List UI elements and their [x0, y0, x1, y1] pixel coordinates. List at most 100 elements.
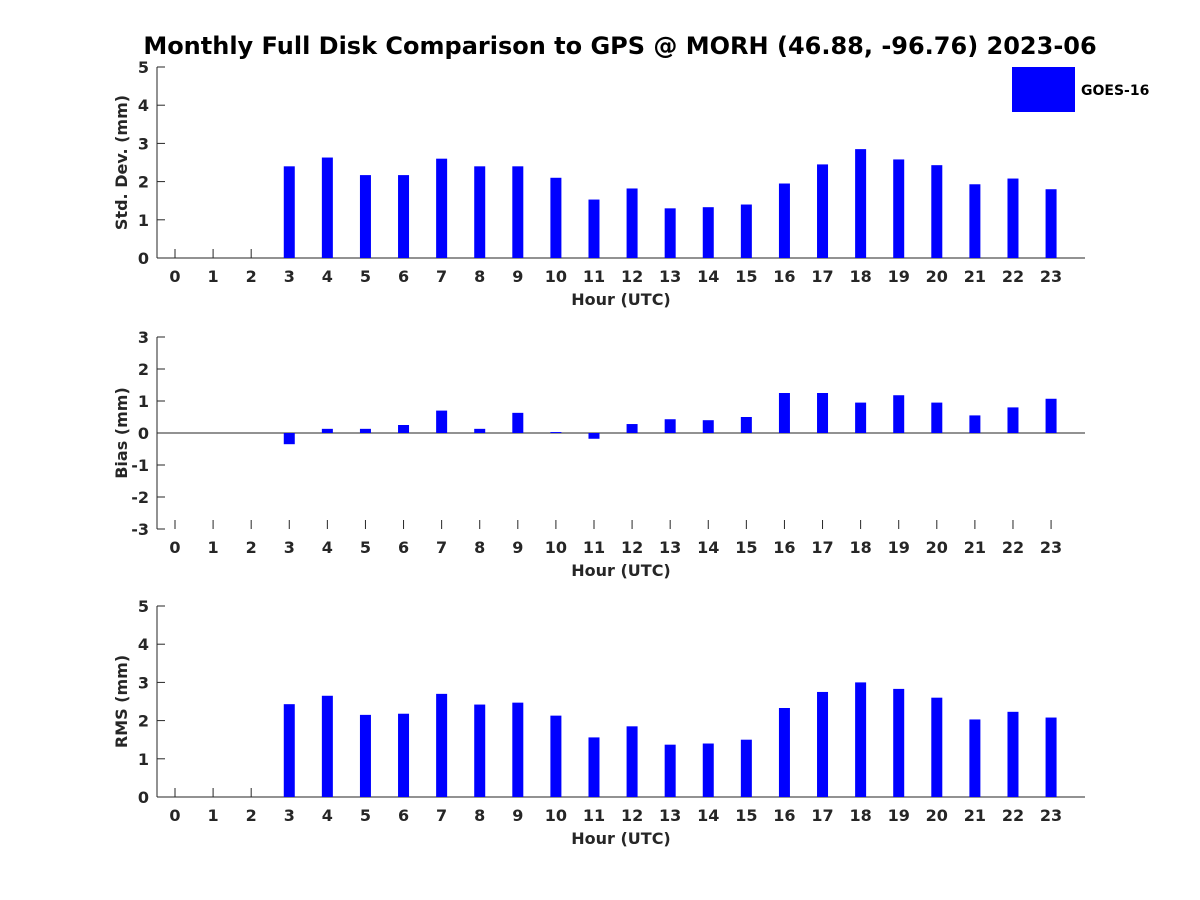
x-axis-label-1: Hour (UTC)	[571, 290, 671, 309]
x-tick-label-1-19: 19	[888, 267, 910, 286]
bar-3-7	[436, 693, 448, 797]
bar-1-19	[893, 159, 905, 258]
bar-1-3	[283, 166, 295, 258]
x-tick-label-2-12: 12	[621, 538, 643, 557]
bar-3-23	[1045, 717, 1057, 797]
y-tick-label-2-6: 3	[138, 328, 149, 347]
x-tick-label-3-8: 8	[474, 806, 485, 825]
y-tick-label-2-1: -2	[131, 488, 149, 507]
bar-1-22	[1007, 178, 1019, 258]
x-tick-label-2-6: 6	[398, 538, 409, 557]
y-tick-label-2-3: 0	[138, 424, 149, 443]
x-tick-label-2-0: 0	[169, 538, 180, 557]
x-tick-label-1-5: 5	[360, 267, 371, 286]
x-tick-label-2-8: 8	[474, 538, 485, 557]
bar-1-4	[321, 157, 333, 258]
x-tick-label-1-22: 22	[1002, 267, 1024, 286]
x-tick-label-2-7: 7	[436, 538, 447, 557]
bar-3-14	[702, 743, 714, 797]
x-tick-label-3-18: 18	[849, 806, 871, 825]
bar-1-15	[740, 204, 752, 258]
bar-3-16	[778, 707, 790, 797]
bar-3-18	[855, 682, 867, 797]
bar-1-21	[969, 184, 981, 258]
bar-3-5	[359, 714, 371, 797]
y-tick-label-2-5: 2	[138, 360, 149, 379]
x-tick-label-1-8: 8	[474, 267, 485, 286]
chart-title: Monthly Full Disk Comparison to GPS @ MO…	[143, 32, 1096, 60]
x-tick-label-3-12: 12	[621, 806, 643, 825]
x-tick-label-1-3: 3	[284, 267, 295, 286]
bar-2-7	[436, 410, 448, 433]
x-tick-label-1-14: 14	[697, 267, 719, 286]
x-axis-label-2: Hour (UTC)	[571, 561, 671, 580]
x-tick-label-2-4: 4	[322, 538, 333, 557]
bar-2-3	[283, 433, 295, 445]
x-tick-label-3-5: 5	[360, 806, 371, 825]
x-tick-label-3-2: 2	[246, 806, 257, 825]
bar-1-18	[855, 149, 867, 258]
x-tick-label-1-9: 9	[512, 267, 523, 286]
x-tick-label-3-14: 14	[697, 806, 719, 825]
bar-3-6	[398, 713, 410, 797]
x-tick-label-2-5: 5	[360, 538, 371, 557]
y-tick-label-2-4: 1	[138, 392, 149, 411]
x-tick-label-3-22: 22	[1002, 806, 1024, 825]
x-tick-label-1-13: 13	[659, 267, 681, 286]
x-tick-label-1-1: 1	[208, 267, 219, 286]
x-tick-label-2-3: 3	[284, 538, 295, 557]
x-tick-label-3-21: 21	[964, 806, 986, 825]
bar-2-19	[893, 395, 905, 433]
bar-2-23	[1045, 398, 1057, 433]
bar-1-14	[702, 207, 714, 258]
bar-3-9	[512, 702, 524, 797]
x-tick-label-2-18: 18	[849, 538, 871, 557]
bar-2-17	[817, 393, 829, 433]
x-tick-label-1-2: 2	[246, 267, 257, 286]
bar-1-16	[778, 183, 790, 258]
bar-3-3	[283, 704, 295, 797]
x-tick-label-2-22: 22	[1002, 538, 1024, 557]
bar-3-21	[969, 719, 981, 797]
y-tick-label-1-5: 5	[138, 58, 149, 77]
x-tick-label-3-7: 7	[436, 806, 447, 825]
x-tick-label-2-16: 16	[773, 538, 795, 557]
bar-2-21	[969, 415, 981, 433]
bar-2-22	[1007, 407, 1019, 433]
bar-2-20	[931, 402, 943, 433]
y-tick-label-1-2: 2	[138, 173, 149, 192]
bar-2-15	[740, 417, 752, 433]
x-tick-label-3-9: 9	[512, 806, 523, 825]
y-tick-label-3-5: 5	[138, 597, 149, 616]
x-tick-label-1-20: 20	[926, 267, 948, 286]
bar-2-10	[550, 432, 562, 433]
bar-2-18	[855, 402, 867, 433]
bar-2-12	[626, 424, 638, 433]
bar-3-17	[817, 691, 829, 797]
bar-2-8	[474, 428, 486, 433]
x-tick-label-1-6: 6	[398, 267, 409, 286]
x-tick-label-1-12: 12	[621, 267, 643, 286]
x-tick-label-3-1: 1	[208, 806, 219, 825]
x-tick-label-2-2: 2	[246, 538, 257, 557]
x-tick-label-3-13: 13	[659, 806, 681, 825]
bar-2-4	[321, 428, 333, 433]
bar-1-17	[817, 164, 829, 258]
bar-1-10	[550, 177, 562, 258]
bar-2-11	[588, 433, 600, 439]
y-tick-label-1-3: 3	[138, 134, 149, 153]
x-tick-label-1-15: 15	[735, 267, 757, 286]
bar-3-22	[1007, 711, 1019, 797]
legend-swatch	[1012, 67, 1075, 112]
bar-2-6	[398, 425, 410, 433]
y-axis-label-1: Std. Dev. (mm)	[112, 95, 131, 230]
x-tick-label-1-18: 18	[849, 267, 871, 286]
y-tick-label-1-1: 1	[138, 211, 149, 230]
x-tick-label-1-16: 16	[773, 267, 795, 286]
x-tick-label-2-11: 11	[583, 538, 605, 557]
x-tick-label-2-15: 15	[735, 538, 757, 557]
x-tick-label-3-3: 3	[284, 806, 295, 825]
